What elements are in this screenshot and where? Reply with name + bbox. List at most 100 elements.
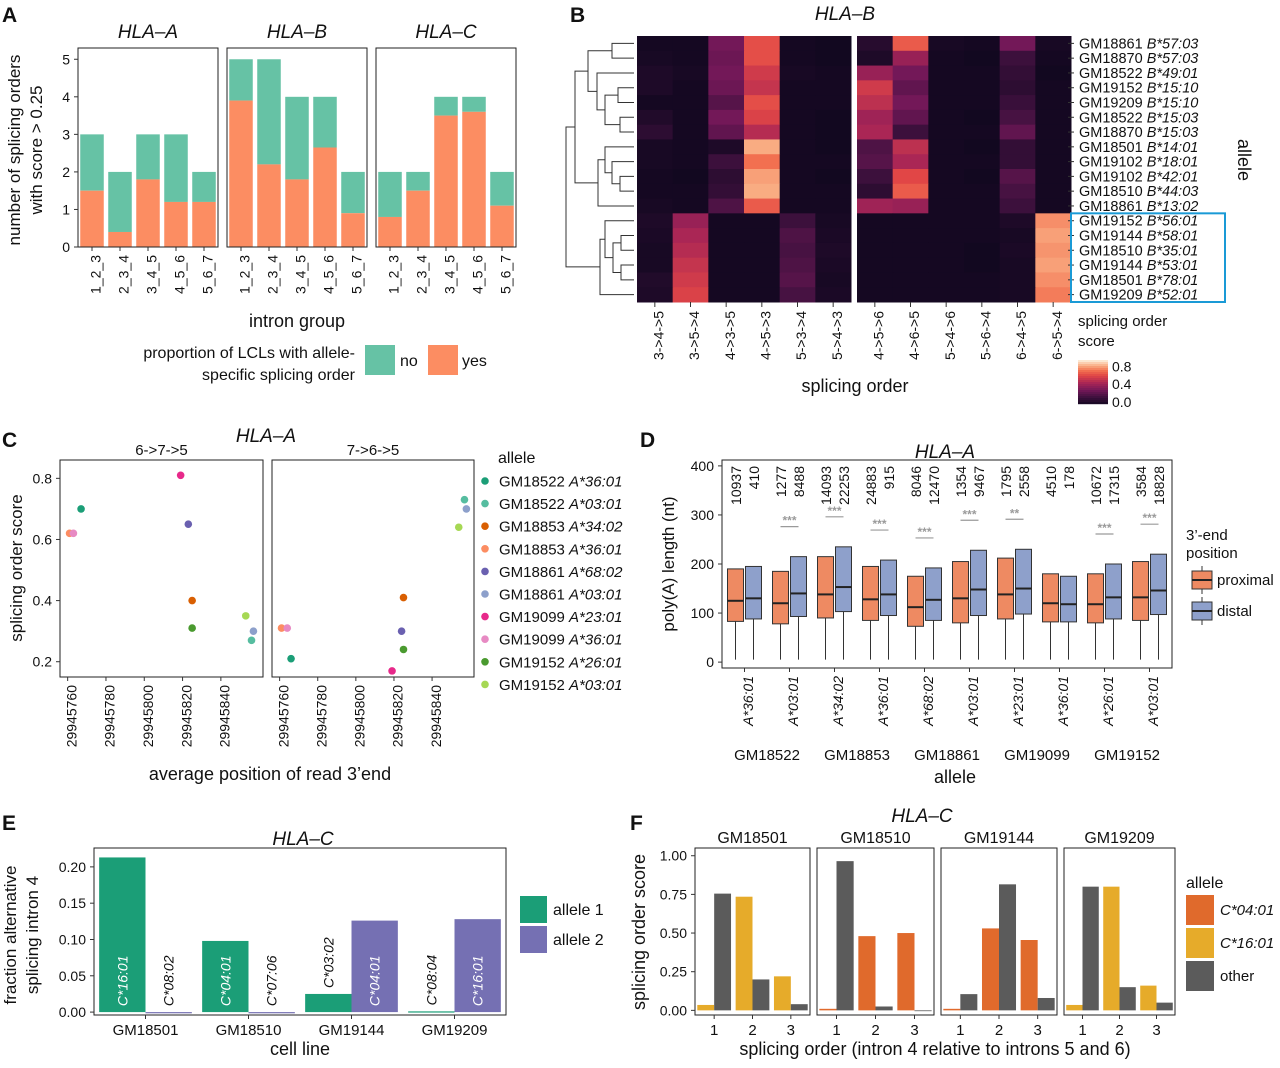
heatmap-cell	[779, 272, 816, 288]
legend-swatch-allele2	[520, 926, 547, 953]
heatmap-cell	[744, 272, 781, 288]
legend-label: GM19099 A*23:01	[499, 609, 622, 626]
heatmap-cell	[892, 50, 929, 67]
x-tick-label: GM18510	[216, 1022, 282, 1039]
heatmap-cell	[1035, 109, 1072, 126]
heatmap-cell	[815, 65, 852, 81]
y-axis-label: with score > 0.25	[27, 86, 46, 216]
heatmap-cell	[1035, 169, 1072, 185]
box	[880, 559, 897, 617]
x-tick-label: 1	[832, 1022, 840, 1039]
y-tick-label: 1	[62, 201, 70, 217]
scatter-point	[460, 495, 469, 504]
heatmap-cell	[892, 242, 929, 259]
bar-allele1	[202, 940, 249, 1013]
y-tick-label: 4	[62, 89, 70, 105]
dendrogram-branch	[611, 42, 634, 59]
x-tick-label: 29945800	[140, 685, 156, 748]
heatmap-cell	[779, 154, 816, 170]
heatmap-cell	[999, 80, 1036, 96]
heatmap-cell	[1035, 183, 1072, 200]
heatmap-cell	[1035, 154, 1072, 170]
heatmap-cell	[1035, 287, 1072, 303]
row-label: GM19152 B*56:01	[1079, 214, 1198, 230]
heatmap-cell	[964, 287, 1001, 303]
x-axis-label: allele	[934, 767, 976, 787]
heatmap-cell	[1035, 139, 1072, 155]
heatmap-cell	[999, 183, 1036, 200]
bar-other	[1119, 987, 1136, 1011]
x-tick-label: 1_2_3	[386, 255, 402, 294]
heatmap-cell	[672, 242, 709, 259]
heatmap-cell	[928, 257, 965, 273]
heatmap-cell	[928, 154, 965, 170]
heatmap-cell	[964, 109, 1001, 126]
heatmap-cell	[1035, 50, 1072, 67]
heatmap-cell	[964, 183, 1001, 200]
bar-0401	[858, 936, 876, 1011]
count-label: 1277	[773, 466, 789, 497]
legend-title: proportion of LCLs with allele-	[143, 345, 355, 362]
x-tick-label: 5_6_7	[200, 255, 216, 294]
col-label: 3->4->5	[651, 311, 667, 360]
bar-other	[1037, 997, 1055, 1011]
facet-title-f: GM19209	[1084, 830, 1154, 847]
bar-1601	[1140, 985, 1157, 1011]
heatmap-cell	[815, 272, 852, 288]
bar-allele2	[145, 1012, 192, 1014]
group-label: GM18853	[824, 747, 890, 764]
box	[952, 561, 969, 624]
legend-dot	[481, 522, 489, 530]
scatter-point	[241, 612, 250, 620]
legend-title: splicing order	[1078, 313, 1167, 330]
legend-gradient-step	[1078, 386, 1108, 389]
x-tick-label: 29945780	[313, 685, 329, 748]
heatmap-cell	[672, 36, 709, 52]
heatmap-cell	[892, 36, 929, 52]
heatmap-cell	[1035, 80, 1072, 96]
heatmap-cell	[964, 154, 1001, 170]
heatmap-cell	[1035, 198, 1072, 214]
dendrogram-branch	[620, 264, 634, 281]
bar-allele-label: C*04:01	[367, 956, 383, 1007]
legend-dot	[481, 499, 489, 508]
heatmap-cell	[672, 65, 709, 81]
facet-title-f: GM19144	[964, 830, 1034, 847]
bar-yes	[378, 216, 402, 247]
heatmap-cell	[964, 228, 1001, 244]
x-tick-label: A*23:01	[1010, 676, 1026, 727]
dendrogram-branch	[611, 161, 634, 185]
heatmap-cell	[1035, 257, 1072, 273]
heatmap-cell	[779, 124, 816, 140]
count-label: 22253	[836, 466, 852, 505]
row-label: GM18870 B*15:03	[1079, 125, 1198, 141]
heatmap-cell	[779, 213, 816, 229]
bar-no	[490, 171, 514, 206]
count-label: 2558	[1016, 466, 1032, 497]
dendrogram-branch	[617, 87, 634, 103]
row-label: GM18861 B*13:02	[1079, 199, 1198, 215]
heatmap-cell	[744, 95, 781, 111]
x-tick-label: GM19209	[422, 1022, 488, 1039]
heatmap-cell	[779, 287, 816, 303]
legend-label: GM19099 A*36:01	[499, 632, 622, 649]
bar-no	[80, 134, 104, 191]
legend-label: GM18853 A*34:02	[499, 519, 623, 536]
box	[1105, 563, 1122, 620]
legend-gradient-step	[1078, 388, 1108, 391]
bar-allele-label: C*16:01	[114, 956, 130, 1007]
heatmap-cell	[928, 109, 965, 126]
heatmap-cell	[857, 242, 894, 259]
bar-other	[714, 893, 732, 1011]
heatmap-cell	[779, 257, 816, 273]
x-axis-label: average position of read 3’end	[149, 764, 391, 784]
heatmap-cell	[637, 228, 674, 244]
x-tick-label: 2	[1115, 1022, 1123, 1039]
dendrogram-branch	[574, 70, 598, 184]
count-label: 1795	[998, 466, 1014, 497]
row-label: GM19144 B*58:01	[1079, 229, 1198, 245]
legend-label: GM18522 A*03:01	[499, 496, 622, 513]
heatmap-cell	[744, 109, 781, 126]
bar-1601	[1103, 886, 1120, 1011]
